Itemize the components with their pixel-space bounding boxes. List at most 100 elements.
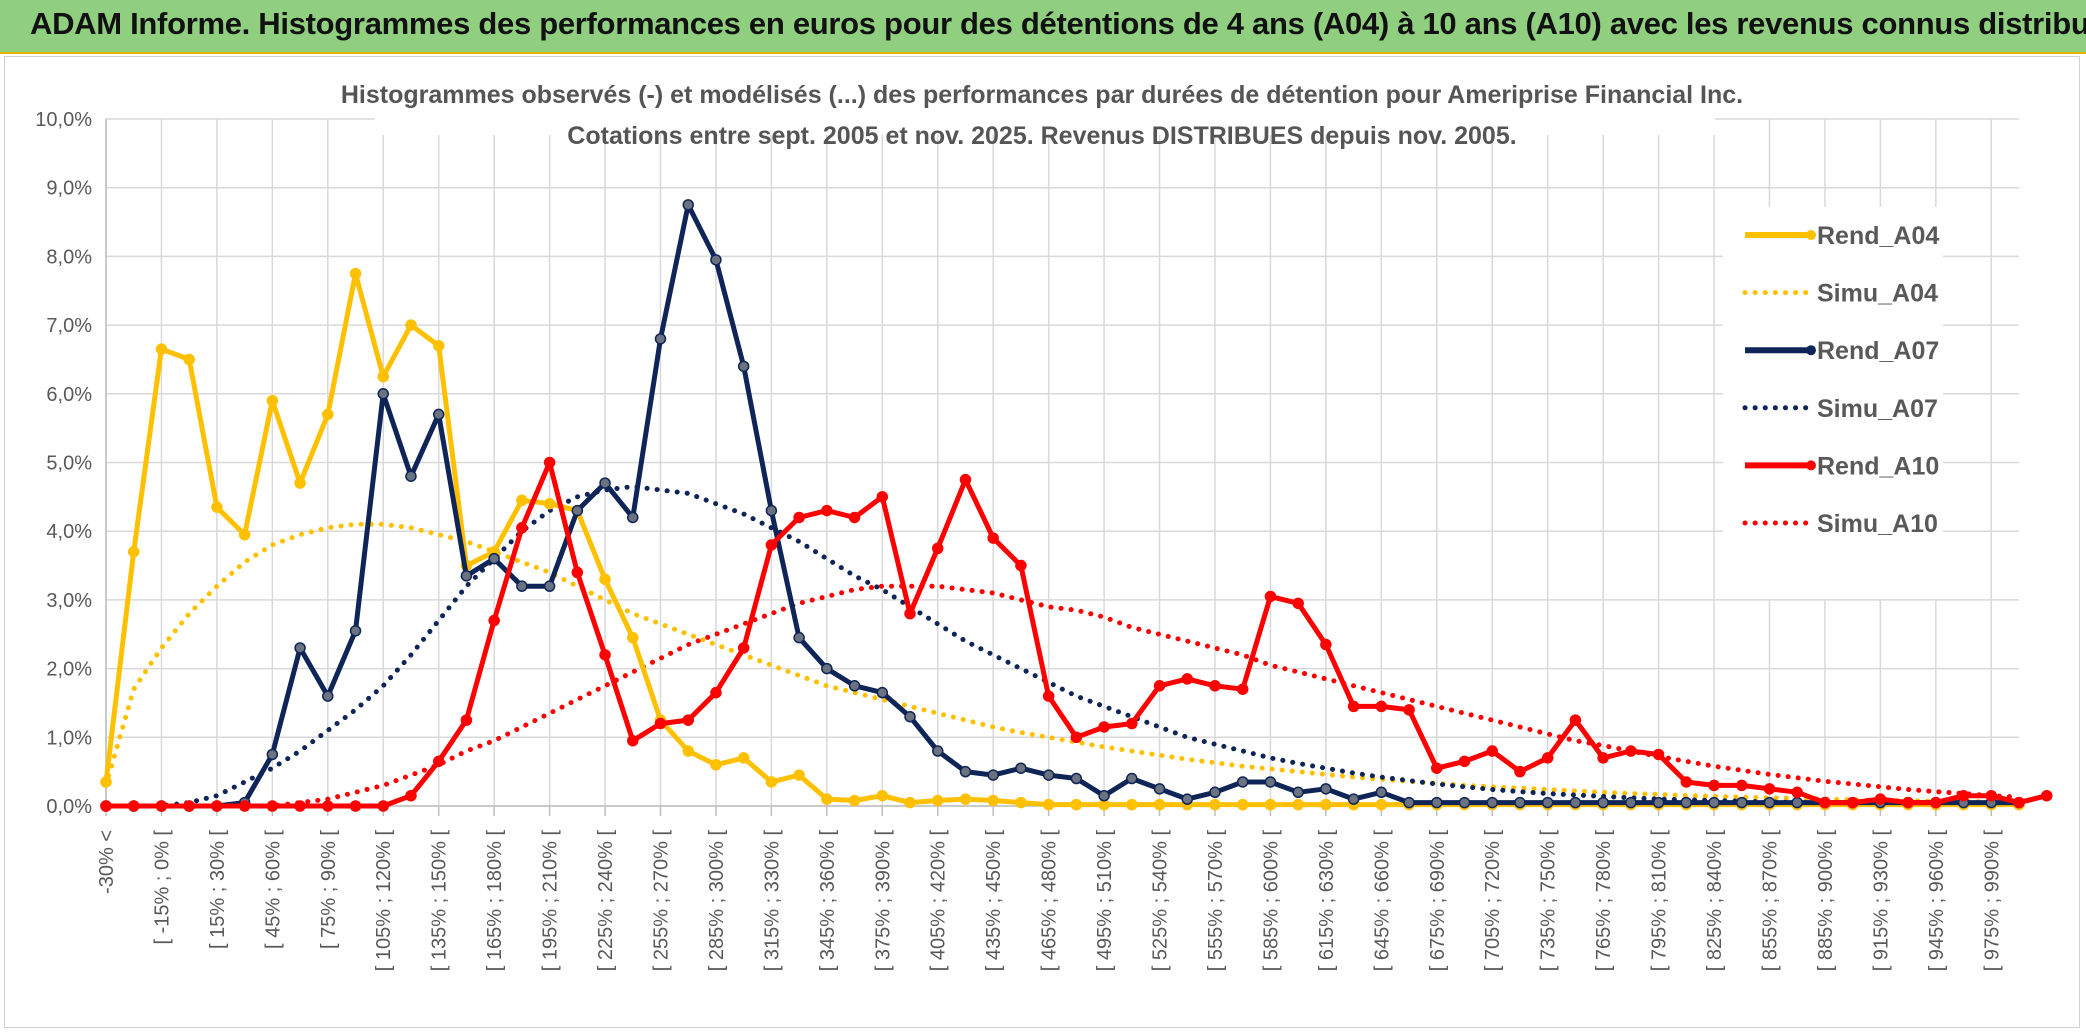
- data-point-rend-a04: [876, 789, 889, 802]
- x-tick-label: [ 645% ; 660% [: [1371, 830, 1393, 972]
- x-tick-label: [ 855% ; 870% [: [1759, 830, 1781, 972]
- series-line-simu-a04: [103, 521, 2022, 805]
- x-tick-label: [ 345% ; 360% [: [817, 830, 839, 972]
- data-point-rend-a10: [1569, 714, 1582, 726]
- x-tick-label: [ 105% ; 120% [: [373, 830, 395, 972]
- report-banner: ADAM Informe. Histogrammes des performan…: [0, 0, 2086, 54]
- data-point-rend-a10: [1846, 796, 1859, 809]
- data-point-rend-a04: [1126, 798, 1138, 811]
- data-point-rend-a04: [322, 408, 334, 421]
- data-point-rend-a04: [1236, 798, 1249, 811]
- x-tick-label: [ 795% ; 810% [: [1649, 830, 1671, 972]
- y-axis: 0,0% 1,0% 2,0% 3,0% 4,0% 5,0% 6,0% 7,0% 8,0% 9,0%…: [35, 109, 92, 818]
- data-point-rend-a10: [765, 539, 778, 551]
- data-point-rend-a04: [904, 796, 916, 809]
- x-tick-label: -30% <: [96, 830, 118, 894]
- legend-background: [1723, 207, 1943, 599]
- data-point-rend-a07: [876, 686, 889, 699]
- title-background: [375, 63, 1715, 135]
- data-point-rend-a07: [1736, 796, 1748, 809]
- data-point-rend-a10: [627, 734, 639, 747]
- y-tick-label: 0,0%: [46, 796, 92, 818]
- data-point-rend-a07: [1541, 796, 1554, 809]
- data-point-rend-a10: [100, 800, 112, 812]
- data-point-rend-a10: [1957, 789, 1970, 802]
- data-point-rend-a10: [1486, 745, 1498, 757]
- x-tick-label: [ 525% ; 540% [: [1150, 830, 1172, 972]
- data-point-rend-a10: [1680, 776, 1693, 788]
- y-tick-label: 6,0%: [46, 384, 92, 406]
- data-point-rend-a10: [405, 789, 417, 802]
- data-point-rend-a04: [100, 776, 112, 788]
- data-point-rend-a04: [1264, 798, 1277, 811]
- data-point-rend-a10: [710, 686, 722, 699]
- data-point-rend-a07: [1209, 786, 1221, 799]
- data-point-rend-a07: [1763, 796, 1776, 809]
- data-point-rend-a04: [155, 343, 168, 355]
- data-point-rend-a07: [1015, 762, 1027, 774]
- data-point-rend-a07: [931, 745, 944, 757]
- legend-label-rend-a10: Rend_A10: [1817, 452, 1939, 480]
- data-point-rend-a04: [127, 546, 140, 558]
- x-tick-label: [ 915% ; 930% [: [1870, 830, 1892, 972]
- series-line-simu-a07: [103, 483, 2022, 809]
- data-point-rend-a10: [1597, 752, 1609, 764]
- data-point-rend-a04: [1320, 798, 1332, 811]
- data-point-rend-a10: [1403, 704, 1415, 716]
- data-point-rend-a10: [460, 714, 473, 726]
- data-point-rend-a10: [876, 491, 889, 503]
- data-point-rend-a10: [1126, 717, 1138, 730]
- y-tick-label: 3,0%: [46, 590, 92, 612]
- data-point-rend-a07: [432, 408, 445, 421]
- data-point-rend-a10: [1375, 700, 1388, 713]
- y-tick-label: 2,0%: [46, 659, 92, 681]
- data-point-rend-a07: [959, 765, 972, 778]
- data-point-rend-a10: [1264, 590, 1277, 603]
- x-tick-label: [ 15% ; 30% [: [207, 830, 229, 949]
- data-point-rend-a10: [654, 717, 667, 730]
- x-tick-label: [ 615% ; 630% [: [1316, 830, 1338, 972]
- data-point-rend-a07: [765, 504, 778, 517]
- y-tick-label: 9,0%: [46, 178, 92, 200]
- data-point-rend-a07: [599, 477, 611, 489]
- data-point-rend-a10: [793, 511, 805, 524]
- data-point-rend-a07: [294, 642, 306, 654]
- x-tick-label: [ 555% ; 570% [: [1205, 830, 1227, 972]
- data-point-rend-a07: [654, 333, 667, 345]
- x-tick-label: [ 675% ; 690% [: [1427, 830, 1449, 972]
- data-point-rend-a10: [1902, 796, 1914, 809]
- data-point-rend-a04: [1070, 798, 1083, 811]
- data-point-rend-a07: [349, 625, 362, 637]
- data-point-rend-a07: [1403, 796, 1415, 809]
- data-point-rend-a04: [987, 794, 999, 807]
- data-point-rend-a04: [765, 776, 778, 788]
- data-point-rend-a07: [1264, 776, 1277, 788]
- data-point-rend-a10: [127, 800, 140, 812]
- data-point-rend-a04: [238, 528, 251, 541]
- data-point-rend-a10: [1347, 700, 1360, 713]
- data-point-rend-a04: [211, 501, 223, 513]
- data-point-rend-a10: [904, 607, 916, 620]
- data-point-rend-a07: [405, 470, 417, 482]
- data-point-rend-a10: [294, 800, 306, 812]
- data-point-rend-a10: [432, 755, 445, 768]
- x-tick-label: [ 885% ; 900% [: [1815, 830, 1837, 972]
- data-point-rend-a10: [488, 614, 500, 627]
- data-point-rend-a07: [377, 388, 389, 400]
- data-point-rend-a07: [1680, 796, 1693, 809]
- data-point-rend-a07: [1708, 796, 1720, 809]
- data-point-rend-a07: [1347, 793, 1360, 805]
- data-point-rend-a10: [322, 800, 334, 812]
- data-point-rend-a04: [349, 267, 362, 280]
- data-point-rend-a04: [516, 494, 528, 507]
- data-point-rend-a10: [1042, 690, 1055, 702]
- data-point-rend-a10: [155, 800, 168, 812]
- y-tick-label: 7,0%: [46, 315, 92, 337]
- data-point-rend-a10: [1181, 673, 1194, 685]
- data-point-rend-a07: [1320, 783, 1332, 795]
- data-point-rend-a10: [1209, 680, 1221, 692]
- data-point-rend-a07: [1126, 772, 1138, 785]
- data-point-rend-a07: [1375, 786, 1388, 799]
- y-tick-label: 8,0%: [46, 246, 92, 268]
- data-point-rend-a07: [682, 199, 694, 211]
